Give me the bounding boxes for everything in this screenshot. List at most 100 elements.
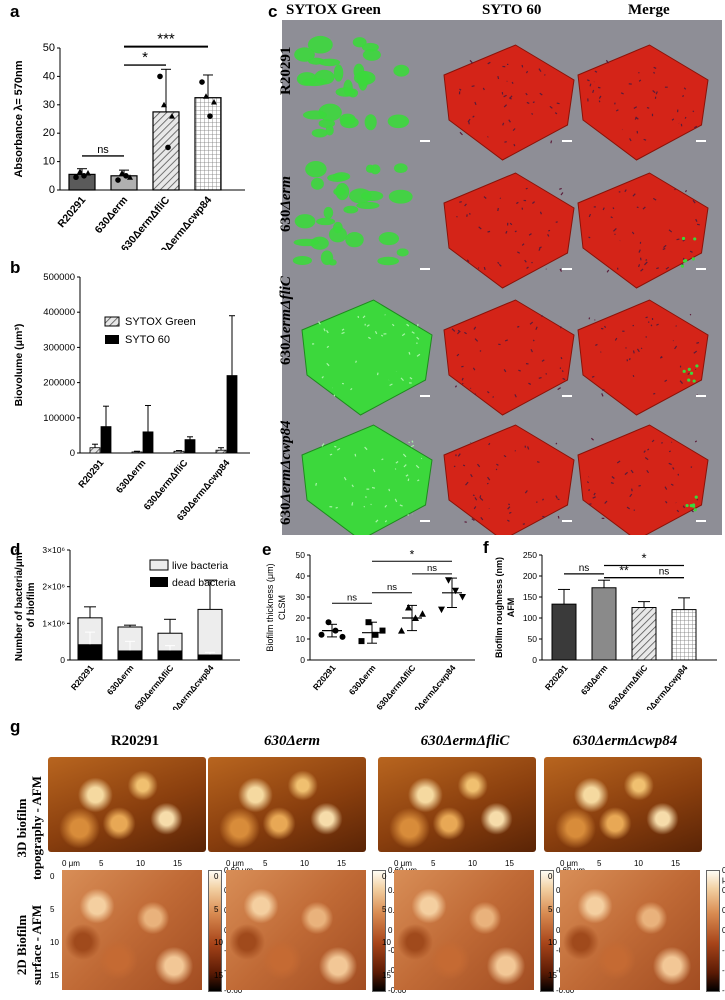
clsm-title-syto60: SYTO 60: [482, 2, 542, 18]
bar: [226, 375, 238, 454]
data-point: [379, 627, 386, 634]
y-tick-label: 2×10⁶: [42, 582, 65, 592]
green-speck: [692, 379, 696, 383]
cluster: [345, 232, 364, 248]
cluster: [294, 47, 315, 62]
cluster: [296, 72, 318, 86]
y-axis-title: Number of bacteria/μm²: [14, 548, 25, 661]
texture: [364, 446, 368, 451]
texture: [524, 490, 528, 494]
green-speck: [693, 237, 697, 241]
data-point: [325, 619, 332, 626]
texture: [631, 488, 633, 492]
data-point: [332, 627, 339, 634]
afm-y-tick: 0: [50, 872, 55, 881]
afm-y-tick: 15: [548, 971, 557, 980]
data-point: [199, 79, 205, 85]
clsm-title-merge: Merge: [628, 2, 670, 18]
cluster: [393, 64, 410, 77]
clsm-render-3-1: [301, 299, 433, 416]
texture: [453, 465, 456, 468]
texture: [525, 70, 529, 74]
texture: [676, 238, 680, 241]
afm-colorbar-tick: 0: [722, 926, 725, 935]
data-point: [127, 174, 133, 180]
data-point: [459, 594, 466, 601]
texture: [632, 350, 635, 354]
data-point: [452, 587, 459, 595]
y-tick-label: 0: [49, 184, 55, 196]
texture: [682, 257, 685, 260]
data-point: [445, 577, 452, 584]
x-tick-label: 630ΔermΔfliC: [132, 663, 175, 710]
bar: [215, 449, 227, 454]
significance-label: ***: [157, 31, 175, 48]
afm-colorbar: [540, 870, 554, 992]
cluster: [352, 37, 367, 48]
green-speck: [691, 257, 695, 261]
texture: [687, 372, 690, 376]
texture: [557, 387, 561, 391]
cluster: [318, 58, 341, 67]
texture: [375, 519, 379, 523]
bar-dead: [158, 650, 182, 660]
texture: [640, 347, 643, 350]
x-tick-label: 630Δerm: [347, 663, 378, 697]
texture: [670, 483, 674, 486]
scale-bar: [696, 395, 706, 397]
afm-x-tick: 10: [634, 859, 643, 868]
afm-colorbar-tick: -0.40: [722, 966, 725, 975]
texture: [668, 462, 672, 466]
y-axis-title: Biofilm thickness (μm): [265, 563, 275, 651]
texture: [354, 453, 357, 457]
texture: [536, 501, 538, 503]
texture: [474, 497, 478, 501]
texture: [329, 453, 333, 456]
texture: [689, 250, 693, 253]
scale-bar: [562, 268, 572, 270]
texture: [652, 90, 656, 94]
texture: [531, 112, 534, 115]
cluster: [294, 214, 316, 229]
texture: [516, 201, 519, 205]
x-tick-label: 630ΔermΔfliC: [374, 663, 417, 710]
texture: [647, 321, 650, 323]
clsm-render-3-2: [443, 299, 575, 416]
texture: [350, 387, 353, 391]
clsm-render-4-1: [301, 424, 433, 535]
cluster: [370, 164, 381, 175]
y-axis-title: AFM: [506, 598, 516, 618]
afm-y-tick: 5: [214, 905, 219, 914]
biofilm-block: [577, 172, 709, 289]
legend-swatch: [105, 335, 119, 344]
afm-y-tick: 10: [382, 938, 391, 947]
bar: [184, 439, 196, 454]
texture: [559, 268, 563, 272]
texture: [317, 321, 321, 325]
cluster: [314, 69, 335, 85]
texture: [473, 326, 477, 330]
texture: [388, 488, 391, 492]
texture: [462, 464, 466, 467]
texture: [486, 391, 490, 394]
texture: [643, 138, 647, 141]
texture: [503, 94, 507, 98]
texture: [389, 383, 393, 387]
x-tick-label: 630Δerm: [579, 663, 610, 697]
texture: [665, 500, 668, 504]
texture: [517, 251, 521, 254]
texture: [466, 259, 470, 263]
texture: [630, 469, 634, 474]
afm-colorbar: [208, 870, 222, 992]
texture: [547, 234, 550, 237]
cluster: [349, 188, 372, 204]
texture: [592, 496, 596, 499]
texture: [631, 231, 635, 235]
afm-x-tick: 10: [468, 859, 477, 868]
data-point: [73, 174, 79, 181]
significance-label: *: [142, 49, 148, 66]
x-tick-label: R20291: [76, 457, 106, 490]
cluster: [396, 248, 409, 257]
texture: [629, 138, 632, 142]
clsm-render-1-1: [294, 35, 430, 142]
